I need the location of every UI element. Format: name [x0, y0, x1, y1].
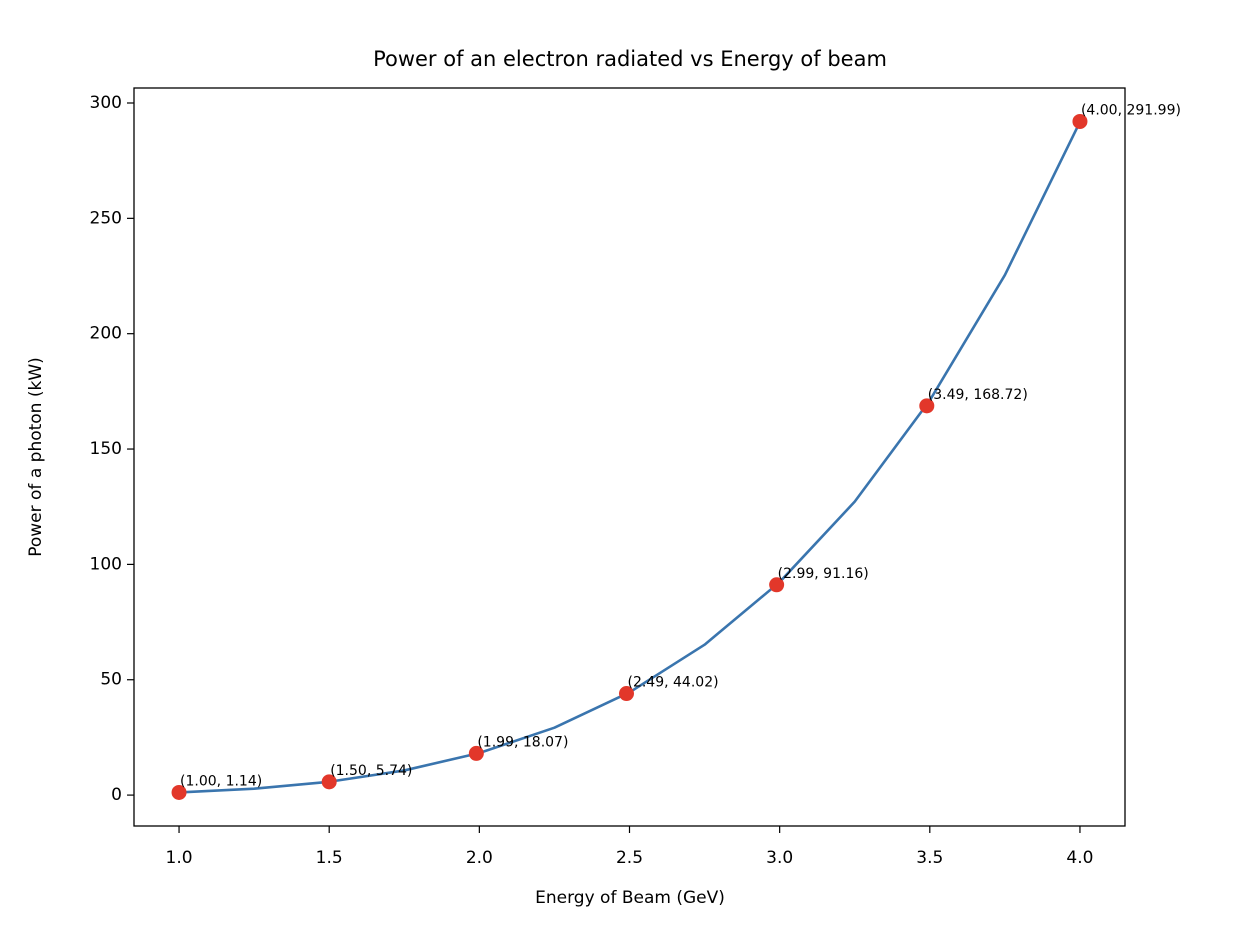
y-tick-label: 200: [90, 324, 122, 344]
data-point: [321, 774, 337, 790]
y-tick-label: 100: [90, 554, 122, 574]
data-label: (2.49, 44.02): [627, 675, 718, 691]
x-axis-label: Energy of Beam (GeV): [535, 888, 725, 908]
chart-title: Power of an electron radiated vs Energy …: [373, 47, 887, 71]
y-tick-label: 300: [90, 93, 122, 113]
x-tick-label: 2.5: [616, 848, 643, 868]
x-tick-label: 1.5: [316, 848, 343, 868]
data-point: [769, 577, 785, 593]
y-tick-label: 0: [111, 785, 122, 805]
data-point: [919, 398, 935, 414]
y-tick-label: 150: [90, 439, 122, 459]
x-tick-label: 2.0: [466, 848, 493, 868]
data-label: (1.99, 18.07): [477, 734, 568, 750]
y-tick-label: 250: [90, 208, 122, 228]
data-point: [618, 686, 634, 702]
data-point: [468, 745, 484, 761]
y-axis-label: Power of a photon (kW): [26, 357, 46, 557]
data-label: (3.49, 168.72): [928, 387, 1028, 403]
data-label: (1.50, 5.74): [330, 763, 412, 779]
data-label: (2.99, 91.16): [778, 566, 869, 582]
x-tick-label: 3.5: [916, 848, 943, 868]
x-tick-label: 3.0: [766, 848, 793, 868]
data-label: (1.00, 1.14): [180, 773, 262, 789]
data-point: [171, 784, 187, 800]
y-tick-label: 50: [100, 670, 122, 690]
x-tick-label: 1.0: [166, 848, 193, 868]
data-label: (4.00, 291.99): [1081, 102, 1181, 118]
data-point: [1072, 113, 1088, 129]
x-tick-label: 4.0: [1066, 848, 1093, 868]
